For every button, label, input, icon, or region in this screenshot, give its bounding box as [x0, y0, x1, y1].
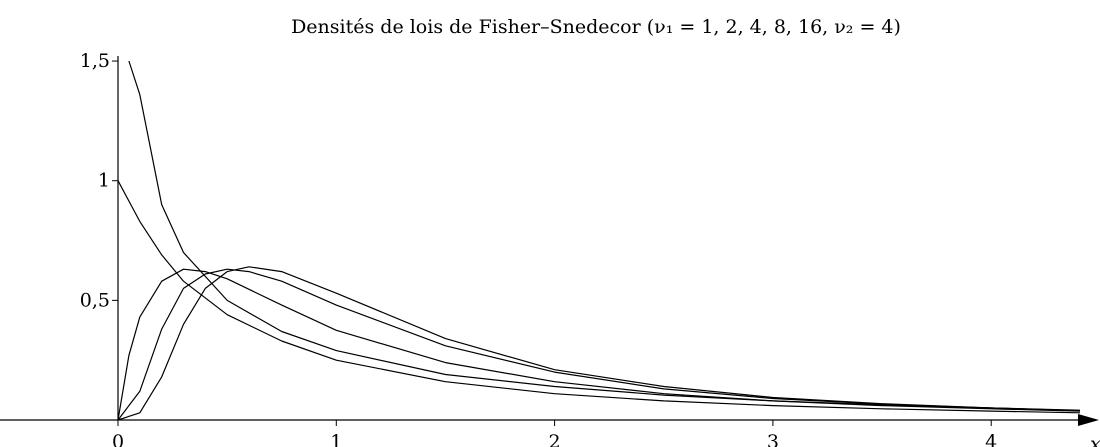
series-line-5: [117, 266, 1081, 421]
y-tick-label: 0,5: [80, 289, 110, 311]
y-ticks-group: 0,5 1 1,5: [80, 50, 118, 311]
x-tick-label: 1: [330, 431, 342, 447]
chart-title: Densités de lois de Fisher–Snedecor (ν₁ …: [291, 16, 901, 38]
curves-group: [117, 60, 1081, 421]
y-tick-label: 1: [98, 170, 110, 192]
series-line-1: [128, 60, 1081, 411]
x-ticks-group: 0 1 2 3 4: [112, 420, 997, 447]
series-line-3: [117, 268, 1081, 421]
x-tick-label: 0: [112, 431, 124, 447]
x-axis-arrowhead: [1078, 414, 1099, 426]
x-axis-label: x: [1090, 433, 1100, 447]
y-tick-label: 1,5: [80, 50, 110, 72]
series-line-4: [117, 268, 1081, 421]
x-tick-label: 2: [549, 431, 561, 447]
series-line-2: [117, 180, 1081, 414]
x-tick-label: 4: [985, 431, 997, 447]
x-tick-label: 3: [767, 431, 779, 447]
